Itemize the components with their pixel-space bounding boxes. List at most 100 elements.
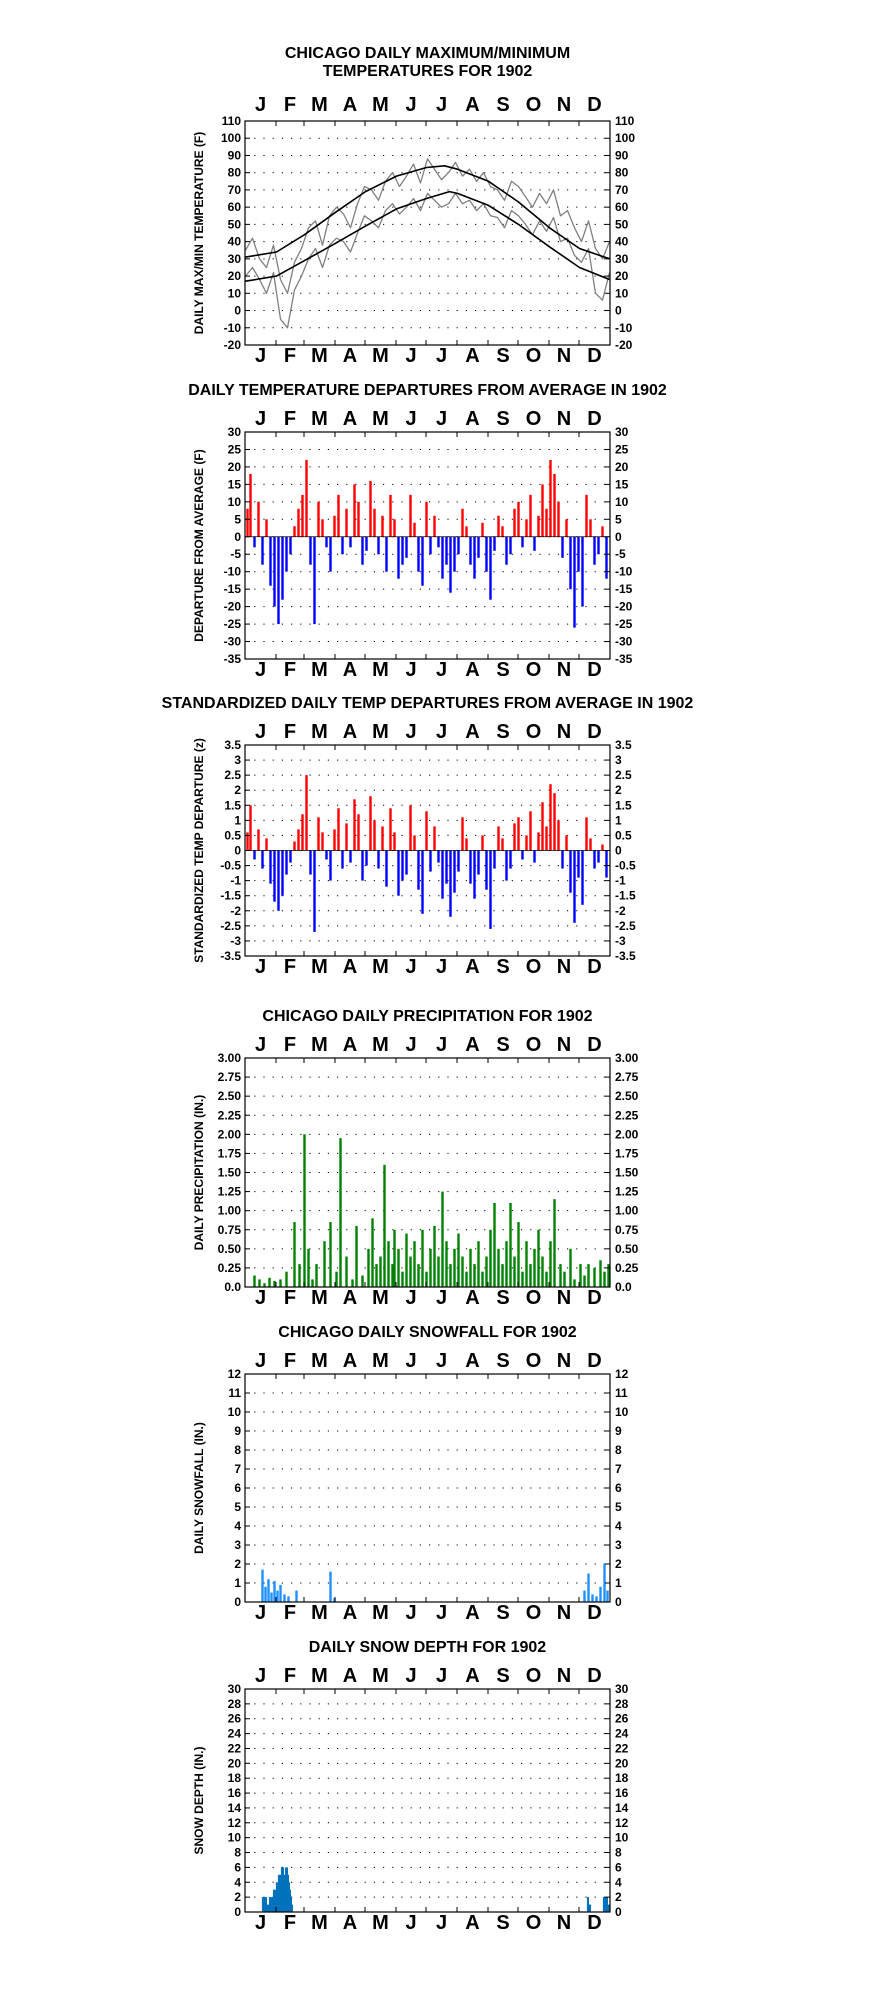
chart-title: DAILY TEMPERATURE DEPARTURES FROM AVERAG… xyxy=(188,382,667,399)
bar xyxy=(553,793,556,851)
plot-frame xyxy=(244,120,611,346)
y-tick-label-left: -35 xyxy=(224,652,242,666)
y-tick-label-left: -25 xyxy=(224,617,242,631)
month-label-bottom: M xyxy=(372,659,389,681)
bar xyxy=(509,536,512,555)
bar xyxy=(391,1264,394,1287)
bar xyxy=(353,799,356,851)
y-tick-label-right: 7 xyxy=(615,1462,622,1476)
y-tick-label-left: 40 xyxy=(228,235,242,249)
month-label-top: J xyxy=(255,408,266,430)
y-tick-label-left: 2.5 xyxy=(224,768,241,782)
depth-bar xyxy=(261,1897,263,1912)
y-tick-label-left: -20 xyxy=(224,600,242,614)
bar xyxy=(279,1279,282,1287)
month-label-top: S xyxy=(496,408,509,430)
month-label-bottom: N xyxy=(557,1602,571,1624)
bar xyxy=(513,508,516,537)
bar xyxy=(561,850,564,869)
month-label-bottom: A xyxy=(465,1912,479,1934)
bar xyxy=(298,1264,301,1287)
bar xyxy=(517,1222,520,1287)
depth-bar xyxy=(273,1889,275,1912)
y-tick-label-left: 8 xyxy=(234,1846,241,1860)
bar xyxy=(273,1581,276,1602)
y-tick-label-right: -3 xyxy=(615,934,626,948)
y-tick-label-left: 28 xyxy=(228,1697,242,1711)
y-tick-label-left: 0 xyxy=(234,530,241,544)
bar xyxy=(313,536,316,625)
month-label-bottom: J xyxy=(255,956,266,978)
bar xyxy=(477,536,480,558)
depth-bar xyxy=(274,1889,276,1912)
plot-frame xyxy=(244,431,611,660)
bar xyxy=(417,536,420,572)
bar xyxy=(337,494,340,537)
y-tick-label-left: 26 xyxy=(228,1712,242,1726)
bar xyxy=(587,1573,590,1602)
bar xyxy=(393,1229,396,1288)
bar xyxy=(361,1275,364,1287)
chart-snowdepth: DAILY SNOW DEPTH FOR 1902 SNOW DEPTH (IN.… xyxy=(192,1639,629,1934)
bar xyxy=(309,850,312,875)
month-label-bottom: J xyxy=(436,659,447,681)
y-tick-label-right: -1 xyxy=(615,874,626,888)
month-label-bottom: N xyxy=(557,659,571,681)
y-tick-label-left: 0.75 xyxy=(218,1223,242,1237)
y-tick-label-left: 110 xyxy=(222,114,242,128)
month-label-top: D xyxy=(587,1350,601,1372)
month-label-bottom: J xyxy=(405,956,416,978)
month-label-bottom: J xyxy=(436,345,447,367)
month-label-top: M xyxy=(372,1665,389,1687)
grid xyxy=(245,137,610,329)
bar xyxy=(437,850,440,863)
chart-title: CHICAGO DAILY SNOWFALL FOR 1902 xyxy=(278,1324,577,1341)
y-tick-label-right: 0.25 xyxy=(615,1261,639,1275)
bar xyxy=(393,519,396,537)
bar xyxy=(599,1586,602,1602)
y-tick-label-right: 0 xyxy=(615,530,622,544)
bar xyxy=(489,1229,492,1288)
bar xyxy=(549,459,552,537)
month-label-bottom: O xyxy=(526,1287,542,1309)
y-tick-label-left: -3 xyxy=(230,934,241,948)
bar xyxy=(297,829,300,851)
y-tick-label-right: 0 xyxy=(615,304,622,318)
y-tick-label-right: -25 xyxy=(615,617,633,631)
bar xyxy=(433,1225,436,1287)
month-label-top: O xyxy=(526,94,542,116)
bar xyxy=(285,536,288,572)
y-tick-label-right: 4 xyxy=(615,1519,622,1533)
y-tick-label-left: -1.5 xyxy=(220,889,241,903)
month-label-top: F xyxy=(284,1350,296,1372)
depth-bar xyxy=(276,1882,278,1912)
bar xyxy=(341,536,344,555)
y-tick-label-right: 3 xyxy=(615,753,622,767)
month-label-top: M xyxy=(311,1034,328,1056)
y-tick-label-left: 1.5 xyxy=(224,798,241,812)
bar xyxy=(425,811,428,851)
bar xyxy=(297,508,300,537)
bar xyxy=(605,850,608,878)
bar xyxy=(501,526,504,537)
month-label-bottom: M xyxy=(372,1912,389,1934)
bar xyxy=(549,784,552,851)
month-label-top: D xyxy=(587,408,601,430)
y-tick-label-right: 3.5 xyxy=(615,738,632,752)
month-label-bottom: M xyxy=(372,956,389,978)
y-tick-label-left: 0.0 xyxy=(224,1280,241,1294)
y-tick-label-left: 4 xyxy=(234,1875,241,1889)
month-label-top: F xyxy=(284,94,296,116)
bar xyxy=(593,1267,596,1287)
bar xyxy=(253,850,256,860)
bar xyxy=(273,1280,276,1287)
month-label-top: S xyxy=(496,94,509,116)
y-tick-label-left: 7 xyxy=(234,1462,241,1476)
bar xyxy=(383,1164,386,1287)
depth-bar xyxy=(263,1897,265,1912)
y-axis-label: DEPARTURE FROM AVERAGE (F) xyxy=(192,449,206,641)
bar xyxy=(301,814,304,851)
y-tick-label-right: 3.00 xyxy=(615,1051,639,1065)
y-tick-label-left: -30 xyxy=(224,635,242,649)
